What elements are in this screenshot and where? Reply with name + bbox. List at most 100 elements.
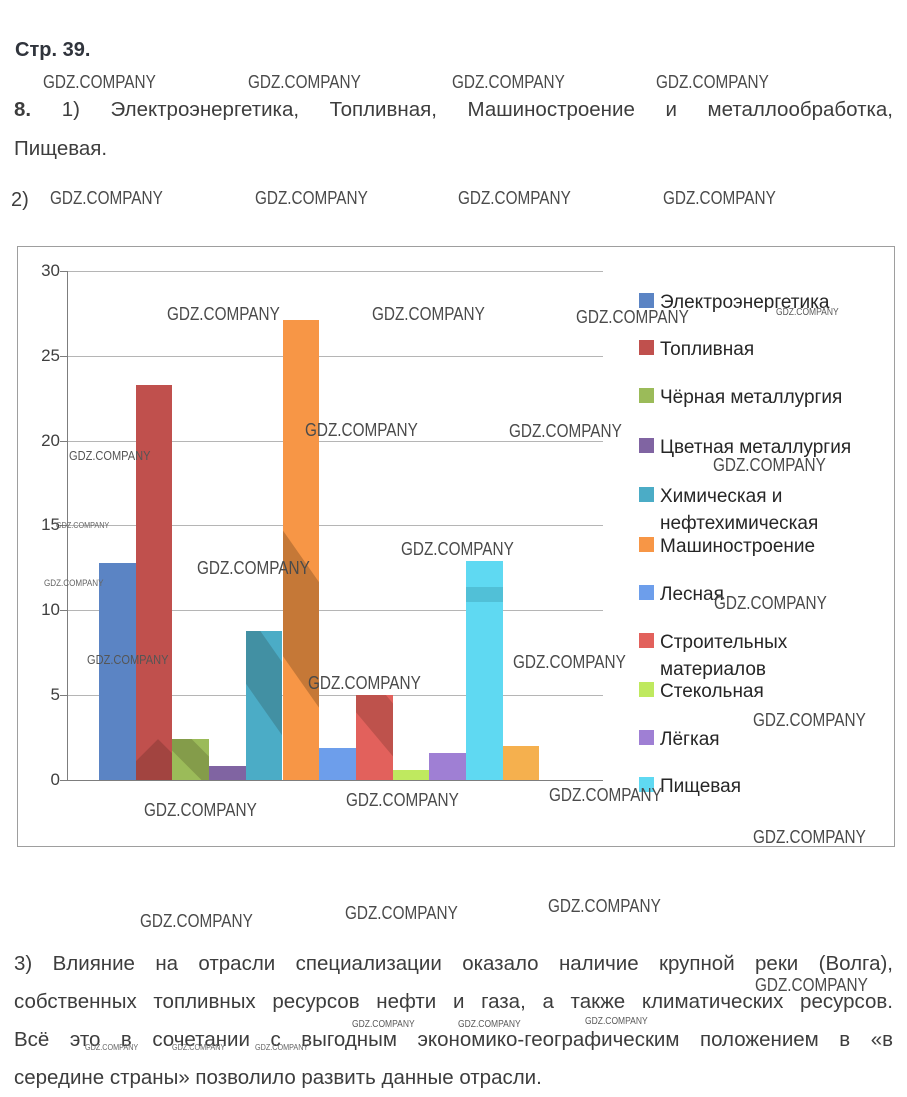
task8-number: 8.	[14, 98, 32, 121]
legend-item-цветная-металлургия: Цветная металлургия	[639, 434, 851, 461]
task3-line2: собственных топливных ресурсов нефти и г…	[14, 990, 893, 1013]
legend-swatch	[639, 487, 654, 502]
bar-Химическая и нефтехимическая	[245, 631, 283, 780]
x-axis-line	[67, 780, 603, 781]
y-tick-label: 15	[41, 515, 60, 534]
gridline-30	[67, 271, 603, 272]
watermark: GDZ.COMPANY	[509, 421, 622, 441]
legend-label: Пищевая	[660, 776, 741, 797]
y-tick-label: 10	[41, 600, 60, 619]
legend-item-лёгкая: Лёгкая	[639, 726, 720, 753]
bar-Стекольная	[392, 770, 430, 780]
legend-label: Лесная	[660, 584, 724, 605]
task8-part2-label: 2)	[11, 189, 29, 211]
y-tick-label: 20	[41, 431, 60, 450]
legend-label: Электроэнергетика	[660, 292, 830, 313]
gridline-5	[67, 695, 603, 696]
gridline-10	[67, 610, 603, 611]
y-tick-label: 30	[41, 261, 60, 280]
watermark: GDZ.COMPANY	[346, 790, 459, 810]
y-tick	[60, 356, 68, 357]
watermark: GDZ.COMPANY	[255, 1042, 309, 1052]
bar-Строительных материалов	[355, 695, 393, 780]
watermark: GDZ.COMPANY	[352, 1019, 415, 1030]
legend-item-чёрная-металлургия: Чёрная металлургия	[639, 384, 842, 411]
y-tick	[60, 525, 68, 526]
legend-swatch	[639, 293, 654, 308]
legend-item-стекольная: Стекольная	[639, 678, 764, 705]
legend-item-химическая-и-нефтехимическая: Химическая и нефтехимическая	[639, 483, 818, 537]
watermark: GDZ.COMPANY	[656, 72, 769, 92]
watermark: GDZ.COMPANY	[401, 539, 514, 559]
watermark: GDZ.COMPANY	[167, 304, 280, 324]
legend-item-строительных-материалов: Строительных материалов	[639, 629, 787, 683]
legend-label: Стекольная	[660, 681, 764, 702]
watermark: GDZ.COMPANY	[172, 1042, 226, 1052]
legend-item-электроэнергетика: Электроэнергетика	[639, 289, 829, 316]
legend-swatch	[639, 537, 654, 552]
legend-item-пищевая: Пищевая	[639, 773, 741, 800]
task3-line1: 3) Влияние на отрасли специализации оказ…	[14, 952, 893, 975]
bar-Электроэнергетика	[99, 563, 136, 780]
watermark: GDZ.COMPANY	[69, 448, 151, 463]
gridline-25	[67, 356, 603, 357]
watermark: GDZ.COMPANY	[513, 652, 626, 672]
watermark: GDZ.COMPANY	[585, 1016, 648, 1027]
legend-item-топливная: Топливная	[639, 336, 754, 363]
watermark: GDZ.COMPANY	[663, 188, 776, 208]
watermark: GDZ.COMPANY	[85, 1042, 139, 1052]
watermark: GDZ.COMPANY	[458, 188, 571, 208]
bar-unlabeled	[502, 746, 540, 780]
bar-Машиностроение	[282, 320, 320, 780]
page-title: Стр. 39.	[15, 39, 91, 61]
legend-swatch	[639, 340, 654, 355]
y-tick	[60, 780, 68, 781]
legend-label: Чёрная металлургия	[660, 387, 843, 408]
legend-label: Машиностроение	[660, 536, 816, 557]
task8-line2: Пищевая.	[14, 137, 108, 160]
watermark: GDZ.COMPANY	[56, 520, 110, 530]
watermark: GDZ.COMPANY	[50, 188, 163, 208]
legend-swatch	[639, 438, 654, 453]
watermark: GDZ.COMPANY	[255, 188, 368, 208]
watermark: GDZ.COMPANY	[452, 72, 565, 92]
task8-part1-text: 1) Электроэнергетика, Топливная, Машинос…	[61, 98, 893, 121]
legend-swatch	[639, 777, 654, 792]
legend-label: Лёгкая	[660, 729, 720, 750]
bar-Цветная металлургия	[209, 766, 246, 780]
bar-Чёрная металлургия	[172, 739, 210, 780]
y-axis-line	[67, 271, 68, 780]
watermark: GDZ.COMPANY	[248, 72, 361, 92]
plot-area	[99, 271, 559, 780]
legend-swatch	[639, 388, 654, 403]
watermark: GDZ.COMPANY	[576, 307, 689, 327]
legend-swatch	[639, 682, 654, 697]
legend-label: Цветная металлургия	[660, 437, 852, 458]
watermark: GDZ.COMPANY	[197, 558, 310, 578]
legend-label: Строительных материалов	[660, 632, 788, 680]
y-tick-label: 25	[41, 346, 60, 365]
watermark: GDZ.COMPANY	[714, 593, 827, 613]
watermark: GDZ.COMPANY	[144, 800, 257, 820]
y-tick	[60, 695, 68, 696]
bar-Пищевая	[466, 561, 503, 780]
watermark: GDZ.COMPANY	[713, 455, 826, 475]
task3-line3: Всё это в сочетании с выгодным экономико…	[14, 1028, 893, 1051]
watermark: GDZ.COMPANY	[140, 911, 253, 931]
watermark: GDZ.COMPANY	[548, 896, 661, 916]
legend-item-машиностроение: Машиностроение	[639, 533, 815, 560]
y-tick	[60, 441, 68, 442]
y-tick	[60, 271, 68, 272]
legend-label: Химическая и нефтехимическая	[660, 486, 819, 534]
gridline-20	[67, 441, 603, 442]
y-tick	[60, 610, 68, 611]
watermark: GDZ.COMPANY	[43, 72, 156, 92]
watermark: GDZ.COMPANY	[776, 307, 839, 318]
task3-line4: середине страны» позволило развить данны…	[14, 1066, 542, 1089]
chart-legend: Электроэнергетика Топливная Чёрная металлу…	[639, 247, 889, 846]
bar-Лёгкая	[429, 753, 466, 780]
watermark: GDZ.COMPANY	[372, 304, 485, 324]
legend-swatch	[639, 730, 654, 745]
legend-label: Топливная	[660, 339, 755, 360]
watermark: GDZ.COMPANY	[549, 785, 662, 805]
